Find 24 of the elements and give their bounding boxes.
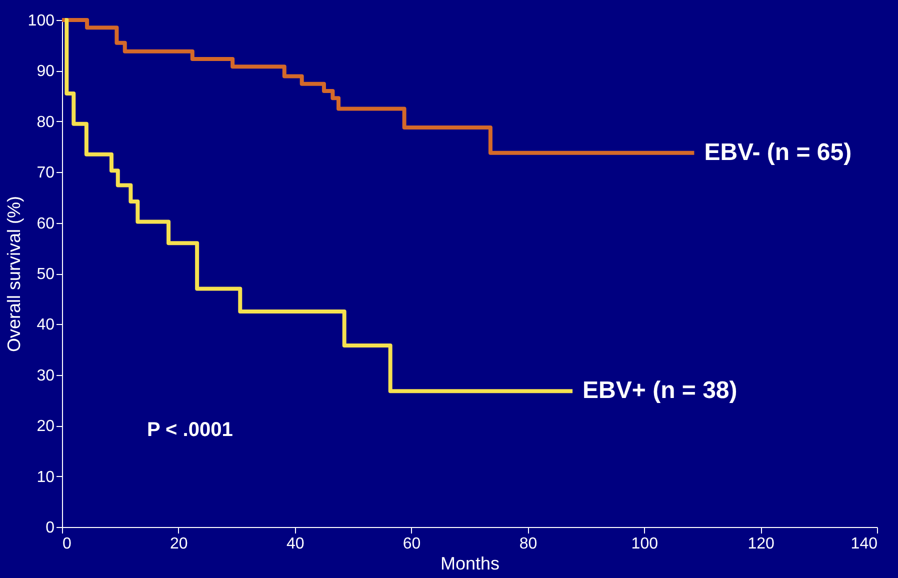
y-tick-label: 40 — [36, 316, 55, 334]
y-tick-label: 20 — [36, 418, 55, 436]
y-tick-label: 80 — [36, 114, 55, 131]
y-tick-label: 30 — [36, 367, 55, 384]
annotation: P < .0001 — [147, 419, 233, 441]
x-tick-label: 60 — [402, 536, 421, 552]
series-label: EBV- (n = 65) — [704, 138, 852, 166]
x-tick-label: 140 — [850, 536, 878, 552]
y-tick-label: 50 — [36, 266, 55, 283]
y-tick-label: 100 — [28, 12, 55, 30]
y-tick-label: 70 — [36, 164, 55, 182]
y-tick-label: 90 — [36, 63, 55, 80]
x-tick-label: 80 — [519, 536, 538, 552]
x-tick-label: 40 — [286, 536, 304, 552]
y-tick-label: 10 — [36, 468, 55, 486]
y-tick-label: 60 — [36, 215, 55, 232]
x-tick-label: 20 — [170, 536, 188, 552]
series-label: EBV+ (n = 38) — [582, 377, 738, 404]
y-axis-title: Overall survival (%) — [4, 196, 24, 352]
x-tick-label: 120 — [748, 536, 775, 552]
x-tick-label: 0 — [62, 536, 72, 552]
x-tick-label: 100 — [631, 536, 658, 552]
y-tick-label: 0 — [46, 520, 55, 536]
x-axis-title: Months — [440, 554, 500, 574]
